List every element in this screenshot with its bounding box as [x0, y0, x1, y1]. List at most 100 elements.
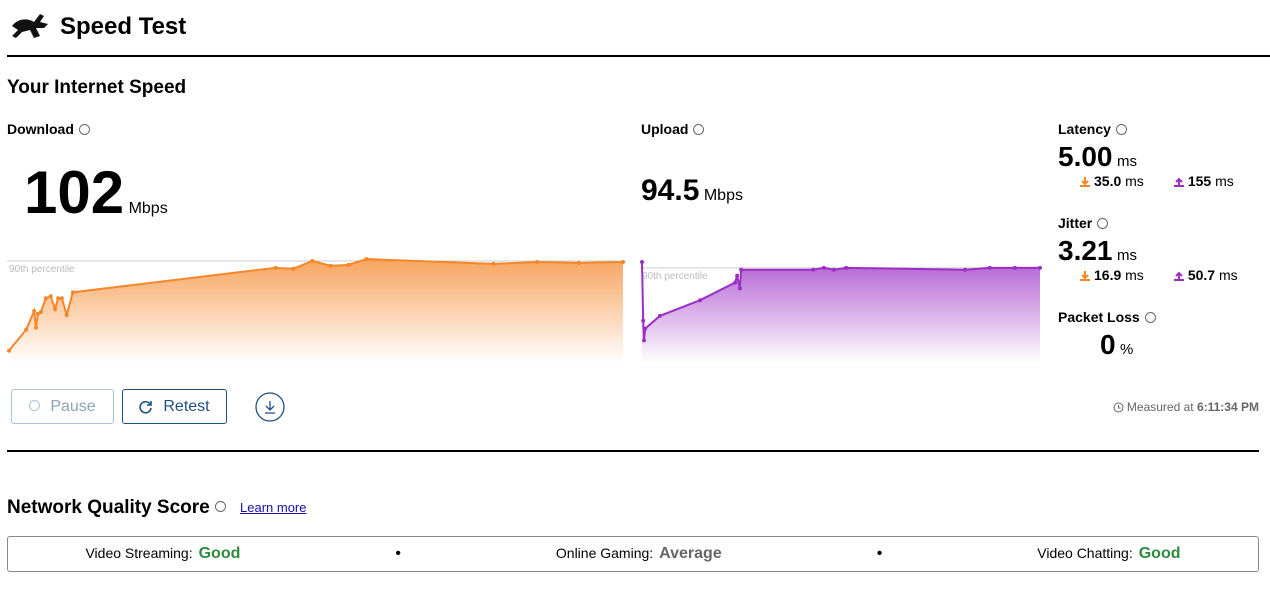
point: [273, 265, 278, 270]
value: Average: [659, 545, 722, 562]
point: [821, 265, 826, 270]
download-label: Download: [7, 121, 90, 137]
point: [576, 260, 581, 265]
label: Pause: [50, 397, 96, 415]
area: [9, 259, 623, 363]
point: [328, 263, 333, 268]
unit: ms: [1116, 153, 1137, 170]
retest-button[interactable]: Retest: [122, 389, 227, 424]
point: [38, 309, 43, 314]
divider: [7, 450, 1259, 452]
point: [1012, 265, 1017, 270]
pause-button[interactable]: Pause: [11, 389, 114, 424]
point: [987, 265, 992, 270]
quality-item: Video Chatting: Good: [1037, 545, 1180, 563]
unit: Mbps: [703, 187, 743, 204]
section-title: Your Internet Speed: [7, 77, 187, 98]
unit: ms: [1215, 173, 1234, 189]
point: [831, 267, 836, 272]
area: [642, 261, 1040, 363]
point: [53, 307, 58, 312]
down: 35.0: [1094, 173, 1122, 189]
point: [698, 298, 703, 303]
latency: Latency 5.00 ms 35.0 ms 155 ms: [1058, 121, 1234, 189]
point: [844, 265, 849, 270]
point: [735, 273, 740, 278]
upload-chart: 90th percentile: [640, 259, 1042, 363]
download-results-button[interactable]: [255, 392, 285, 422]
point: [7, 348, 11, 353]
unit: ms: [1125, 173, 1144, 189]
divider: [7, 55, 1270, 57]
jitter: Jitter 3.21 ms 16.9 ms 50.7 ms: [1058, 215, 1238, 283]
point: [24, 327, 29, 332]
point: [64, 312, 69, 317]
measured-at: Measured at 6:11:34 PM: [1113, 400, 1259, 414]
value: Good: [1138, 545, 1181, 562]
packet-loss: Packet Loss 0 %: [1058, 309, 1156, 361]
point: [310, 258, 315, 263]
unit: ms: [1125, 267, 1144, 283]
point: [70, 290, 75, 295]
unit: %: [1120, 341, 1134, 358]
point: [43, 296, 48, 301]
percentile-label: 90th percentile: [9, 264, 75, 275]
point: [535, 259, 540, 264]
point: [32, 308, 37, 313]
app-title: Speed Test: [60, 13, 187, 40]
point: [59, 296, 64, 301]
label: Upload: [641, 121, 689, 137]
value: 5.00: [1058, 141, 1113, 172]
quality-box: Video Streaming: Good • Online Gaming: Ave…: [7, 536, 1259, 572]
unit: Mbps: [128, 200, 168, 217]
point: [643, 326, 648, 331]
point: [291, 266, 296, 271]
download-chart: 90th percentile: [7, 257, 625, 363]
percentile-label: 90th percentile: [642, 271, 708, 282]
point: [34, 325, 39, 330]
point: [733, 280, 738, 285]
label: Download: [7, 121, 74, 137]
point: [641, 338, 646, 343]
logo: [12, 14, 48, 38]
value: 102: [24, 159, 125, 226]
label: Online Gaming:: [555, 545, 654, 561]
value: 0: [1100, 329, 1116, 360]
point: [56, 296, 61, 301]
point: [621, 259, 625, 264]
value: Good: [198, 545, 241, 562]
upload-label: Upload: [641, 121, 705, 137]
label: Video Chatting:: [1037, 545, 1133, 561]
download-value: 102 Mbps: [24, 158, 168, 227]
point: [640, 259, 644, 264]
down: 16.9: [1094, 267, 1122, 283]
label: Video Streaming:: [85, 545, 193, 561]
point: [641, 318, 646, 323]
unit: ms: [1218, 267, 1238, 283]
up: 155: [1187, 173, 1212, 189]
point: [811, 267, 816, 272]
value: 94.5: [641, 174, 700, 207]
point: [963, 267, 968, 272]
upload-value: 94.5 Mbps: [641, 174, 743, 208]
point: [737, 286, 742, 291]
point: [48, 294, 53, 299]
time: 6:11:34 PM: [1196, 400, 1259, 414]
label: Packet Loss: [1058, 309, 1140, 325]
label: Measured at: [1126, 400, 1194, 414]
label: Latency: [1058, 121, 1111, 137]
point: [657, 313, 662, 318]
point: [491, 261, 496, 266]
label: Jitter: [1058, 215, 1093, 231]
value: 3.21: [1058, 235, 1113, 266]
quality-item: Video Streaming: Good: [85, 545, 240, 563]
label: Retest: [163, 397, 210, 415]
point: [1038, 265, 1042, 270]
learn-more-link[interactable]: Learn more: [240, 500, 307, 515]
quality-title: Network Quality Score: [7, 497, 226, 519]
quality-item: Online Gaming: Average: [556, 545, 722, 563]
point: [346, 262, 351, 267]
title: Network Quality Score: [7, 497, 210, 518]
up: 50.7: [1187, 267, 1216, 283]
